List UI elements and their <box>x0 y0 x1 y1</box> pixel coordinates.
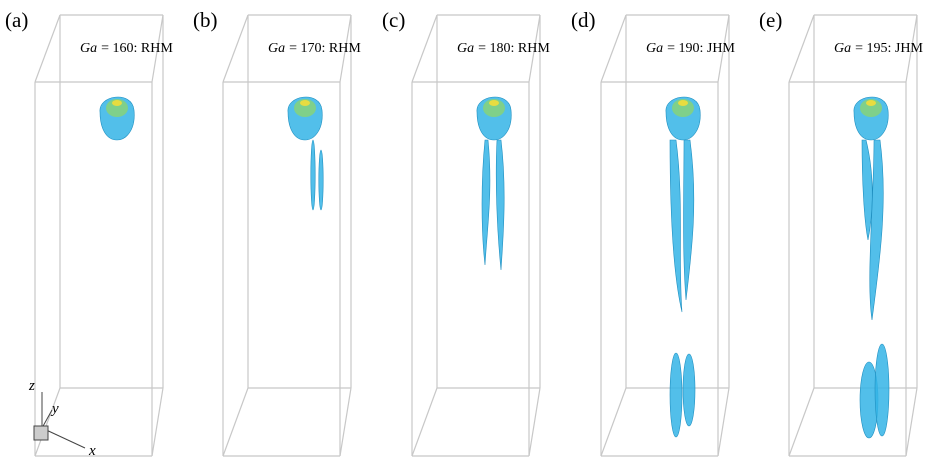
panel-e <box>789 15 917 456</box>
panel-label: (c) <box>382 8 405 32</box>
panel-title: Ga = 160: RHM <box>80 41 173 56</box>
axis-triad <box>34 392 85 448</box>
symbol: Ga <box>834 41 851 56</box>
panel-b <box>223 15 351 456</box>
title-text: = 190: JHM <box>667 41 735 56</box>
panel-c <box>412 15 540 456</box>
symbol: Ga <box>457 41 474 56</box>
panel-label: (a) <box>5 8 28 32</box>
panel-title: Ga = 180: RHM <box>457 41 550 56</box>
axis-label: x <box>88 443 96 459</box>
panel-title: Ga = 195: JHM <box>834 41 923 56</box>
axis-label: y <box>50 401 59 417</box>
symbol: Ga <box>646 41 663 56</box>
title-text: = 195: JHM <box>855 41 923 56</box>
panel-d <box>601 15 729 456</box>
panel-title: Ga = 170: RHM <box>268 41 361 56</box>
symbol: Ga <box>268 41 285 56</box>
panel-label: (b) <box>193 8 218 32</box>
symbol: Ga <box>80 41 97 56</box>
panel-label: (e) <box>759 8 782 32</box>
panel-title: Ga = 190: JHM <box>646 41 735 56</box>
panel-label: (d) <box>571 8 596 32</box>
panel-a <box>35 15 163 456</box>
figure: (a) Ga = 160: RHM (b) Ga = 170: RHM (c) Ga = 180… <box>0 0 931 460</box>
title-text: = 180: RHM <box>478 41 550 56</box>
axis-label: z <box>28 378 35 394</box>
title-text: = 170: RHM <box>289 41 361 56</box>
title-text: = 160: RHM <box>101 41 173 56</box>
